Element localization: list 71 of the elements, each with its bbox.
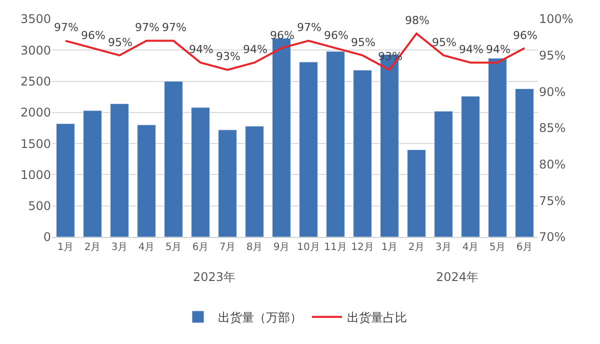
data-label: 95% [351, 36, 376, 49]
x-tick-label: 5月 [165, 242, 182, 253]
data-label: 94% [243, 43, 268, 56]
x-tick-label: 6月 [516, 242, 533, 253]
y2-tick-label: 70% [539, 230, 566, 244]
y2-tick-label: 95% [539, 48, 566, 63]
bar [191, 107, 210, 237]
x-tick-label: 11月 [324, 242, 347, 253]
x-tick-label: 1月 [381, 242, 398, 253]
data-label: 94% [486, 43, 510, 56]
data-label: 98% [405, 14, 430, 27]
y2-tick-label: 100% [539, 12, 574, 26]
text: 2024年 [436, 270, 479, 284]
bar [515, 88, 534, 237]
x-tick-label: 10月 [297, 242, 320, 253]
bar [137, 124, 156, 237]
x-tick-label: 12月 [351, 242, 374, 253]
data-label: 97% [162, 21, 186, 34]
x-tick-label: 4月 [462, 242, 479, 253]
y2-tick-label: 85% [539, 121, 566, 136]
x-tick-label: 8月 [246, 242, 263, 253]
x-tick-label: 3月 [435, 242, 452, 253]
bar [272, 38, 291, 237]
legend-label: 出货量（万部） [218, 310, 302, 325]
bar [164, 81, 183, 237]
data-label: 96% [270, 29, 294, 42]
y-tick-label: 2000 [20, 106, 51, 120]
x-tick-label: 2月 [408, 242, 425, 253]
x-tick-label: 4月 [138, 242, 155, 253]
y2-tick-label: 80% [539, 158, 566, 172]
y-tick-label: 2500 [20, 74, 51, 88]
bar [245, 126, 264, 237]
bar [434, 110, 453, 237]
legend-label: 出货量占比 [347, 310, 407, 325]
data-label: 97% [297, 21, 322, 34]
x-tick-label: 9月 [273, 242, 290, 253]
data-label: 95% [108, 36, 132, 49]
y-tick-label: 1500 [20, 136, 51, 151]
y-tick-label: 0 [43, 230, 51, 244]
x-tick-label: 2月 [84, 242, 101, 253]
y-tick-label: 1000 [20, 168, 51, 182]
bar [218, 130, 237, 237]
data-label: 97% [135, 21, 160, 34]
data-label: 96% [513, 29, 538, 42]
bar [110, 103, 129, 237]
bar [299, 62, 318, 237]
x-tick-label: 3月 [111, 242, 128, 253]
data-label: 96% [324, 29, 348, 42]
x-tick-label: 6月 [192, 242, 209, 253]
data-label: 96% [81, 29, 106, 42]
y-tick-label: 3000 [20, 43, 51, 58]
data-label: 94% [459, 43, 484, 56]
bar [353, 70, 372, 237]
y2-tick-label: 90% [539, 84, 566, 99]
x-tick-label: 1月 [57, 242, 74, 253]
text: 2023年 [193, 270, 236, 284]
x-tick-label: 5月 [489, 242, 506, 253]
y2-tick-label: 75% [539, 194, 566, 208]
data-label: 94% [189, 43, 214, 56]
y-tick-label: 500 [28, 199, 51, 214]
data-label: 93% [216, 50, 240, 63]
bar [461, 96, 480, 237]
bar [326, 51, 345, 237]
bar [83, 110, 102, 237]
bar [56, 123, 75, 237]
bar [407, 150, 426, 237]
y-tick-label: 3500 [20, 12, 51, 26]
data-label: 97% [54, 21, 78, 34]
data-label: 95% [432, 36, 456, 49]
bar [488, 58, 507, 237]
x-tick-label: 7月 [219, 242, 236, 253]
